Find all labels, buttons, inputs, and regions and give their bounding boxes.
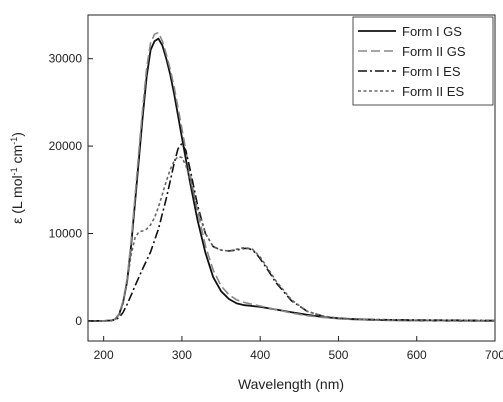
legend-label: Form I GS	[402, 24, 462, 39]
y-axis-title-end: )	[9, 132, 25, 137]
x-tick-label: 200	[94, 348, 114, 362]
x-axis-title: Wavelength (nm)	[238, 376, 344, 392]
y-axis-title-mid: cm	[9, 145, 25, 168]
legend-label: Form II ES	[402, 84, 464, 99]
y-axis-title-sup1: -1	[9, 167, 19, 175]
legend-label: Form II GS	[402, 44, 466, 59]
y-axis-title-main: ε (L mol	[9, 175, 25, 224]
x-tick-label: 700	[485, 348, 503, 362]
y-tick-label: 0	[75, 314, 82, 328]
y-tick-label: 20000	[49, 139, 83, 153]
y-axis: 0 10000 20000 30000	[49, 52, 93, 328]
y-axis-title: ε (L mol-1 cm-1)	[9, 132, 25, 224]
y-tick-label: 30000	[49, 52, 83, 66]
y-tick-label: 10000	[49, 226, 83, 240]
x-tick-label: 500	[328, 348, 348, 362]
y-axis-title-sup2: -1	[9, 137, 19, 145]
x-tick-label: 600	[407, 348, 427, 362]
x-tick-label: 300	[172, 348, 192, 362]
legend-label: Form I ES	[402, 64, 461, 79]
series-line-form-ii-es	[88, 157, 495, 321]
x-axis: 200 300 400 500 600 700	[94, 336, 503, 362]
series-line-form-i-es	[88, 144, 495, 321]
x-tick-label: 400	[250, 348, 270, 362]
legend: Form I GS Form II GS Form I ES Form II ES	[353, 17, 493, 105]
